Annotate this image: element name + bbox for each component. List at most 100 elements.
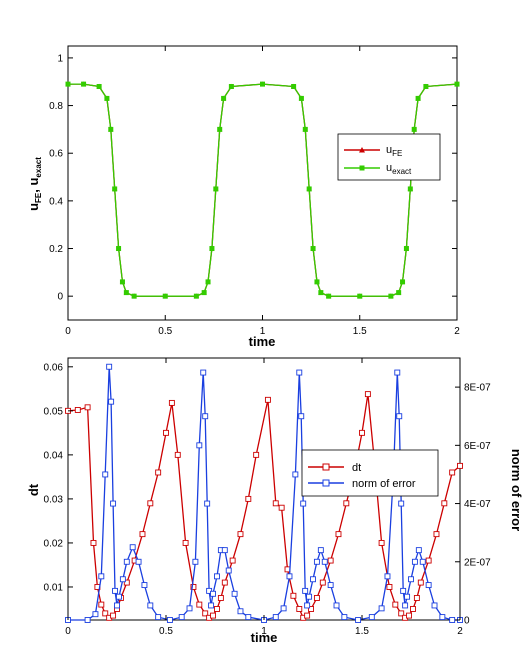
- top-series-1-point-31: [400, 279, 406, 285]
- chart-bottom-y2-axis-label: norm of error: [509, 449, 524, 531]
- bottom-series-1-point-47: [310, 576, 316, 583]
- legend-swatch-dt-marker: [322, 463, 330, 471]
- chart-top-y-ticks: 0 0.2 0.4 0.6 0.8 1: [49, 53, 457, 303]
- bottom-series-0-point-31: [253, 451, 260, 458]
- bottom-series-1-point-57: [384, 573, 391, 580]
- bottom-series-0-point-56: [410, 606, 416, 612]
- bottom-series-1-point-65: [408, 576, 414, 583]
- bottom-series-1-point-51: [327, 582, 334, 589]
- bottom-series-1-point-19: [178, 614, 185, 621]
- top-series-1-point-5: [112, 186, 118, 192]
- top-series-1-point-24: [310, 246, 316, 252]
- bottom-series-0-point-5: [98, 601, 105, 608]
- bottom-series-1-point-38: [280, 605, 287, 612]
- top-series-1-point-21: [298, 95, 304, 101]
- chart-bottom-x-axis-label: time: [251, 630, 278, 645]
- legend-label-dt: dt: [352, 462, 361, 474]
- bottom-series-1-point-55: [368, 614, 375, 621]
- top-series-1-point-3: [104, 95, 110, 101]
- bottom-series-0-point-3: [90, 539, 97, 546]
- top-series-1-point-0: [65, 81, 71, 87]
- chart-bottom-series-layer: [65, 363, 463, 623]
- y-label-sub-1: FE: [34, 192, 43, 203]
- top-ytick-label-4: 0.8: [49, 101, 63, 112]
- chart-top: 0 0.5 1 1.5 2 00.20.40.60.81 time uFE, uexac…: [26, 45, 460, 349]
- bottom-series-0-point-34: [278, 504, 285, 511]
- bottom-series-0-point-47: [359, 429, 365, 436]
- chart-bottom-legend-box: [301, 449, 439, 497]
- top-series-1-point-2: [96, 84, 102, 90]
- top-xtick-label-4: 2: [454, 326, 460, 337]
- bottom-series-1-point-53: [341, 614, 348, 621]
- bottom-series-0-point-61: [441, 500, 448, 507]
- bottom-series-0-point-45: [343, 500, 350, 507]
- bottom-series-1-point-40: [292, 471, 299, 478]
- top-series-1-point-18: [228, 84, 234, 90]
- bottom-ytick-label-5: 0.06: [44, 362, 64, 373]
- top-series-1-point-6: [116, 246, 122, 252]
- legend-label-ufe: uFE: [386, 144, 402, 158]
- bottom-series-1-point-7: [110, 500, 117, 507]
- bottom-series-0-point-36: [290, 592, 297, 599]
- bottom-series-0-point-1: [74, 407, 81, 413]
- bottom-ytick-label-1: 0.02: [44, 538, 64, 549]
- bottom-series-1-point-48: [313, 558, 320, 565]
- bottom-series-0-point-16: [163, 429, 169, 436]
- bottom-series-1-point-49: [317, 547, 324, 554]
- bottom-series-0-point-40: [308, 606, 314, 612]
- bottom-series-0-point-24: [210, 612, 216, 619]
- y-label-main-1: u: [26, 203, 41, 211]
- bottom-series-0-point-62: [449, 469, 456, 476]
- bottom-series-1-point-31: [221, 547, 228, 554]
- bottom-y2tick-label-4: 8E-07: [464, 383, 491, 394]
- legend-label-error: norm of error: [352, 478, 416, 490]
- top-ytick-label-2: 0.4: [49, 196, 63, 207]
- bottom-series-0-point-13: [139, 531, 146, 538]
- top-series-1-point-26: [318, 290, 324, 296]
- top-series-1-point-7: [119, 279, 125, 285]
- top-series-1-point-19: [260, 81, 265, 87]
- bottom-series-0-point-6: [102, 610, 109, 617]
- legend-swatch-uexact-marker: [359, 165, 365, 171]
- top-ytick-label-3: 0.6: [49, 149, 63, 160]
- bottom-series-0-point-43: [327, 557, 334, 564]
- top-ytick-label-1: 0.2: [49, 244, 63, 255]
- top-series-1-point-4: [108, 126, 114, 132]
- bottom-series-0-point-53: [398, 610, 405, 617]
- bottom-series-1-point-25: [204, 500, 211, 507]
- bottom-series-1-point-12: [123, 558, 130, 565]
- bottom-xtick-label-1: 0.5: [159, 626, 173, 637]
- bottom-series-0-point-20: [190, 584, 197, 590]
- legend-swatch-error-marker: [322, 479, 330, 487]
- bottom-series-1-point-18: [166, 617, 173, 623]
- bottom-xtick-label-2: 1: [261, 626, 267, 637]
- bottom-series-0-point-39: [304, 612, 311, 619]
- bottom-series-1-point-64: [404, 593, 411, 600]
- top-series-1-point-20: [291, 84, 297, 90]
- bottom-series-0-point-17: [168, 399, 175, 406]
- top-series-1-point-10: [162, 293, 168, 299]
- top-series-1-point-9: [131, 293, 137, 299]
- y-label-mid: , u: [26, 178, 41, 193]
- bottom-series-0-point-18: [174, 451, 181, 458]
- bottom-series-1-point-29: [214, 573, 220, 580]
- bottom-series-0-point-27: [221, 579, 228, 586]
- top-series-1-point-36: [423, 84, 429, 90]
- bottom-series-0-point-30: [245, 495, 252, 502]
- bottom-series-1-point-2: [92, 611, 99, 618]
- bottom-series-1-point-14: [135, 558, 142, 565]
- bottom-series-1-point-66: [411, 558, 418, 565]
- bottom-series-1-point-11: [119, 576, 126, 583]
- top-series-1-point-29: [388, 293, 394, 299]
- top-series-1-point-27: [326, 293, 332, 299]
- top-series-1-point-22: [302, 126, 308, 132]
- top-series-1-point-37: [454, 81, 460, 87]
- bottom-series-0-point-59: [425, 557, 432, 564]
- bottom-series-1-point-6: [108, 398, 115, 405]
- top-series-1-point-32: [403, 246, 409, 252]
- chart-top-series-layer: [65, 81, 460, 299]
- bottom-series-1-point-21: [192, 558, 199, 565]
- chart-top-plot-area: [67, 45, 458, 321]
- bottom-series-0-point-52: [392, 601, 399, 608]
- bottom-series-0-point-8: [110, 612, 117, 619]
